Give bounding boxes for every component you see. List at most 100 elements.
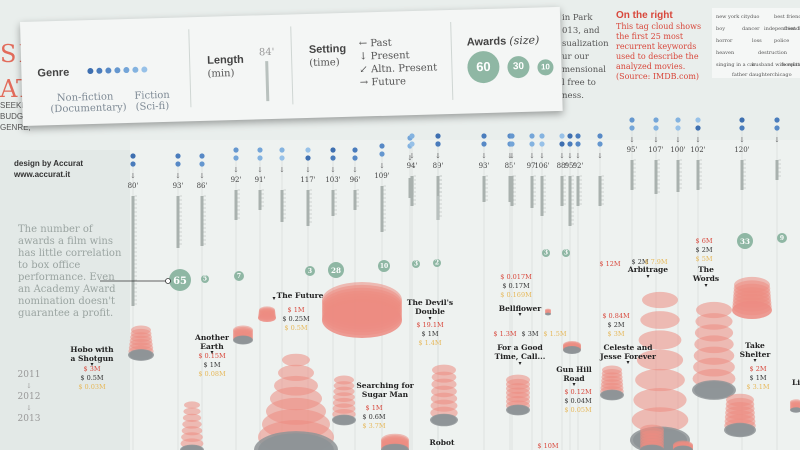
genre-dot xyxy=(575,141,581,147)
left-panel xyxy=(0,150,130,450)
title-pointer-icon: ▾ xyxy=(90,361,93,368)
award-count: 10 xyxy=(380,263,388,270)
genre-dot xyxy=(653,125,659,131)
award-count: 2 xyxy=(435,259,439,266)
length-ruler xyxy=(234,190,238,220)
genre-dot xyxy=(305,155,311,161)
budget-cone xyxy=(640,311,680,329)
award-badge xyxy=(542,249,550,257)
length-ruler xyxy=(740,160,744,190)
legend-genre-label: Genre xyxy=(37,66,70,80)
genre-dot xyxy=(435,141,441,147)
budget-cone-base xyxy=(725,423,755,437)
movie-title: Time, Call... xyxy=(495,352,546,361)
award-count: 65 xyxy=(173,276,187,287)
award-count: 7 xyxy=(237,273,241,280)
budget-cone-base xyxy=(382,444,408,450)
length-ruler xyxy=(540,176,544,216)
length-ruler xyxy=(576,176,580,206)
money-label: $ 3.1M xyxy=(746,383,770,391)
genre-dot xyxy=(539,141,545,147)
budget-cone-base xyxy=(129,349,153,361)
setting-arrow-icon: ↓ xyxy=(305,166,311,174)
award-badge xyxy=(305,266,315,276)
legend-setting-label: Setting xyxy=(308,42,347,56)
title-pointer-icon: ▾ xyxy=(646,273,649,280)
budget-cone-base xyxy=(234,336,252,344)
length-label: 85' xyxy=(505,162,516,170)
length-label: 93' xyxy=(479,162,490,170)
length-label: 94' xyxy=(407,162,418,170)
genre-dot xyxy=(352,155,358,161)
setting-arrow-icon: ↓ xyxy=(774,136,780,144)
year-separator: ↓ xyxy=(26,382,32,390)
year-2013[interactable]: 2013 xyxy=(17,414,41,424)
award-count: 3 xyxy=(564,249,568,256)
money-label: $ 3M xyxy=(84,365,101,373)
tag-cloud-title: On the right xyxy=(616,10,673,21)
setting-arrow-icon: ↓ xyxy=(330,166,336,174)
legend-length-label: Length xyxy=(206,53,244,67)
length-label: 95' xyxy=(627,146,638,154)
genre-dot xyxy=(330,147,336,153)
length-ruler xyxy=(510,176,514,206)
budget-cone xyxy=(636,349,684,371)
length-ruler xyxy=(654,160,658,194)
award-badge xyxy=(777,233,787,243)
budget-cone xyxy=(633,388,687,412)
setting-arrow-icon: ↓ xyxy=(575,152,581,160)
award-badge xyxy=(412,260,420,268)
tag-keyword: horror xyxy=(716,38,733,44)
setting-present: ↓ Present xyxy=(358,50,410,63)
setting-arrow-icon: ↓ xyxy=(539,152,545,160)
genre-dot xyxy=(96,67,103,74)
length-label: 95' xyxy=(565,162,576,170)
award-count: 5 xyxy=(203,275,207,282)
awards-note: The number of awards a film wins has lit… xyxy=(18,224,122,319)
length-ruler xyxy=(696,160,700,190)
money-label: $ 1.5M xyxy=(543,330,567,338)
genre-dot xyxy=(509,141,515,147)
budget-cone-base xyxy=(601,390,623,400)
genre-dot xyxy=(123,66,130,74)
year-selector[interactable]: 2011 ↓ 2012 ↓ 2013 xyxy=(12,370,46,425)
website-link[interactable]: www.accurat.it xyxy=(14,170,71,179)
setting-past: ← Past xyxy=(358,37,392,50)
movie-title: Celeste and xyxy=(604,343,654,352)
setting-arrow-icon: ↓ xyxy=(379,162,385,170)
award-badge xyxy=(433,259,441,267)
year-2012[interactable]: 2012 xyxy=(17,392,41,402)
award-badge xyxy=(169,269,191,291)
award-badge xyxy=(234,271,244,281)
budget-cone-base xyxy=(431,414,457,426)
length-ruler xyxy=(436,176,440,196)
genre-dot xyxy=(199,161,205,167)
arrow-down-icon: ↓ xyxy=(358,51,368,63)
tag-keyword: heaven xyxy=(716,50,735,56)
legend-divider xyxy=(290,26,294,105)
setting-arrow-icon: ↓ xyxy=(352,166,358,174)
length-label: 93' xyxy=(173,182,184,190)
legend-setting-unit: (time) xyxy=(309,57,340,69)
length-label: 86' xyxy=(197,182,208,190)
budget-cone-base xyxy=(258,433,334,450)
budget-cone xyxy=(732,301,772,319)
setting-arrow-icon: ↓ xyxy=(653,136,659,144)
genre-dot xyxy=(233,155,239,161)
money-label: $ 1.3M xyxy=(493,330,517,338)
setting-arrow-icon: ↓ xyxy=(567,152,573,160)
budget-cone xyxy=(184,401,200,409)
award-size-10: 10 xyxy=(537,59,554,76)
design-credit: design by Accurat www.accurat.it xyxy=(14,158,83,180)
genre-dot xyxy=(539,133,545,139)
genre-dot xyxy=(481,133,487,139)
setting-arrow-icon: ↓ xyxy=(233,166,239,174)
money-label: $ 1M xyxy=(204,361,221,369)
legend-fiction: Fiction (Sci-fi) xyxy=(134,89,170,113)
movie-title: Bellflower xyxy=(499,304,542,313)
legend-awards-label: Awards (size) xyxy=(466,33,540,49)
movie-title: a Shotgun xyxy=(71,354,115,363)
tag-keyword: hospital xyxy=(782,62,800,68)
year-2011[interactable]: 2011 xyxy=(17,370,41,380)
